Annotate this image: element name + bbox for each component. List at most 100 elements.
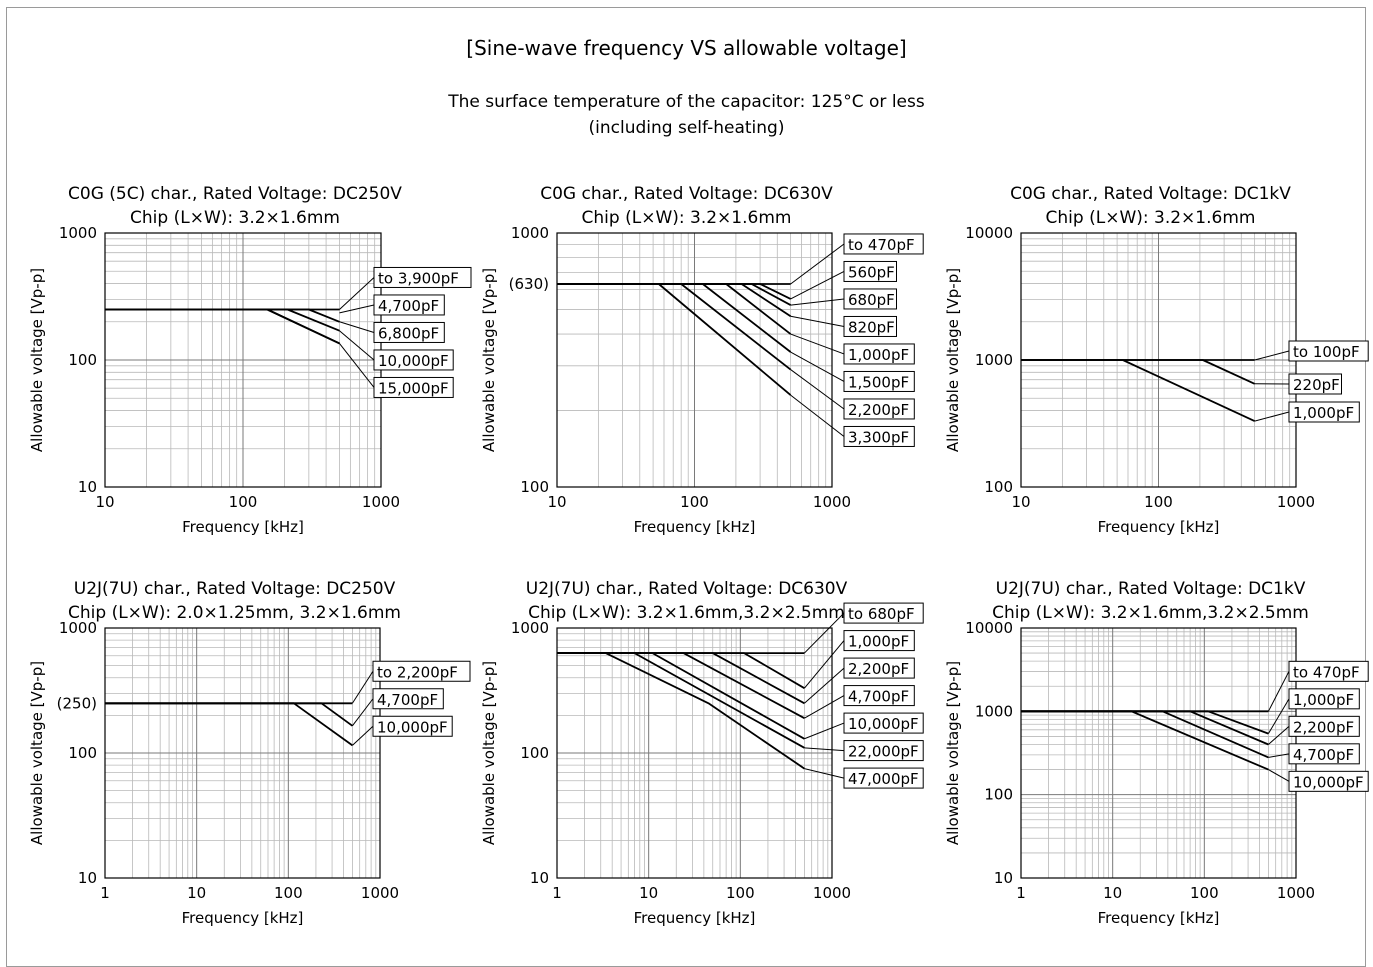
series-label: 10,000pF: [1293, 773, 1364, 791]
series-label: to 470pF: [848, 236, 915, 254]
y-axis-label: Allowable voltage [Vp-p]: [480, 661, 498, 845]
y-tick-label: 100: [984, 786, 1013, 804]
series-label: 2,200pF: [848, 401, 909, 419]
x-axis-label: Frequency [kHz]: [634, 909, 756, 927]
y-tick-label: 10: [78, 478, 97, 496]
y-tick-label: 1000: [511, 619, 549, 637]
series-line: [557, 284, 791, 334]
label-leader: [339, 305, 374, 313]
x-tick-label: 10: [95, 493, 114, 511]
series-line: [105, 703, 352, 745]
label-leader: [791, 299, 844, 305]
label-leader: [791, 395, 844, 436]
label-leader: [1268, 770, 1289, 782]
series-line: [557, 284, 791, 316]
label-leader: [352, 699, 373, 726]
y-tick-label: 1000: [59, 619, 97, 637]
series-label: 4,700pF: [848, 688, 909, 706]
series-label: to 680pF: [848, 605, 915, 623]
series-line: [105, 310, 340, 344]
x-axis-label: Frequency [kHz]: [182, 518, 304, 536]
series-line: [557, 284, 791, 395]
label-leader: [339, 322, 374, 333]
x-tick-label: 1: [1016, 884, 1026, 902]
label-leader: [791, 271, 844, 298]
label-leader: [804, 769, 844, 778]
chart-subtitle: Chip (L×W): 3.2×1.6mm,3.2×2.5mm: [528, 603, 845, 623]
series-label: 1,000pF: [848, 633, 909, 651]
y-tick-label: (630): [509, 275, 549, 293]
plot-frame: [1021, 628, 1296, 878]
y-tick-label: 1000: [511, 224, 549, 242]
chart-subtitle: Chip (L×W): 3.2×1.6mm: [130, 208, 340, 228]
y-axis-label: Allowable voltage [Vp-p]: [28, 268, 46, 452]
label-leader: [1268, 754, 1289, 758]
series-label: 2,200pF: [848, 660, 909, 678]
chart-grid: [105, 628, 380, 878]
series-label: 10,000pF: [378, 352, 449, 370]
series-line: [1021, 360, 1255, 384]
y-tick-label: 100: [520, 478, 549, 496]
label-leader: [791, 352, 844, 381]
series-label: 4,700pF: [1293, 746, 1354, 764]
x-tick-label: 100: [1190, 884, 1219, 902]
chart-2: C0G char., Rated Voltage: DC630V Chip (L×…: [480, 184, 923, 536]
series-label: 47,000pF: [848, 770, 919, 788]
series-label: 2,200pF: [1293, 718, 1354, 736]
x-tick-label: 1000: [1277, 493, 1315, 511]
series-label: 4,700pF: [377, 691, 438, 709]
series-line: [1021, 711, 1268, 757]
x-tick-label: 1000: [1277, 884, 1315, 902]
series-line: [1021, 711, 1268, 733]
x-axis-label: Frequency [kHz]: [1098, 909, 1220, 927]
series-line: [1021, 360, 1255, 421]
series-label: 3,300pF: [848, 428, 909, 446]
y-axis-label: Allowable voltage [Vp-p]: [28, 661, 46, 845]
series-label: 1,000pF: [848, 346, 909, 364]
series-label: 1,000pF: [1293, 691, 1354, 709]
chart-title: U2J(7U) char., Rated Voltage: DC250V: [74, 579, 396, 599]
y-tick-label: 1000: [975, 351, 1013, 369]
series-line: [557, 284, 791, 305]
series-label: 1,000pF: [1293, 404, 1354, 422]
y-tick-label: 10000: [965, 224, 1013, 242]
x-tick-label: 10: [187, 884, 206, 902]
series-label: 560pF: [848, 263, 895, 281]
x-axis-label: Frequency [kHz]: [634, 518, 756, 536]
series-label: to 2,200pF: [377, 663, 458, 681]
series-label: to 470pF: [1293, 663, 1360, 681]
chart-subtitle: Chip (L×W): 3.2×1.6mm,3.2×2.5mm: [992, 603, 1309, 623]
chart-title: C0G (5C) char., Rated Voltage: DC250V: [68, 184, 402, 204]
label-leader: [352, 671, 373, 703]
chart-title: C0G char., Rated Voltage: DC630V: [540, 184, 833, 204]
series-label: 6,800pF: [378, 324, 439, 342]
y-axis-label: Allowable voltage [Vp-p]: [944, 661, 962, 845]
y-axis-label: Allowable voltage [Vp-p]: [944, 268, 962, 452]
chart-4: U2J(7U) char., Rated Voltage: DC250V Chip…: [28, 579, 470, 927]
chart-subtitle: Chip (L×W): 3.2×1.6mm: [1046, 208, 1256, 228]
series-line: [557, 653, 804, 769]
y-tick-label: (250): [57, 694, 97, 712]
y-tick-label: 1000: [59, 224, 97, 242]
x-axis-label: Frequency [kHz]: [1098, 518, 1220, 536]
label-leader: [804, 696, 844, 719]
x-tick-label: 1000: [813, 884, 851, 902]
series-label: 4,700pF: [378, 297, 439, 315]
chart-title: C0G char., Rated Voltage: DC1kV: [1010, 184, 1291, 204]
label-leader: [352, 726, 373, 745]
series-line: [557, 653, 804, 718]
x-tick-label: 1000: [362, 493, 400, 511]
label-leader: [1255, 351, 1289, 360]
label-leader: [791, 316, 844, 326]
x-tick-label: 10: [639, 884, 658, 902]
chart-subtitle: Chip (L×W): 2.0×1.25mm, 3.2×1.6mm: [68, 603, 401, 623]
y-tick-label: 10: [78, 869, 97, 887]
x-tick-label: 100: [726, 884, 755, 902]
chart-subtitle: Chip (L×W): 3.2×1.6mm: [582, 208, 792, 228]
y-tick-label: 10: [994, 869, 1013, 887]
label-leader: [791, 244, 844, 284]
label-leader: [804, 748, 844, 751]
y-axis-label: Allowable voltage [Vp-p]: [480, 268, 498, 452]
chart-grid: [557, 628, 832, 878]
